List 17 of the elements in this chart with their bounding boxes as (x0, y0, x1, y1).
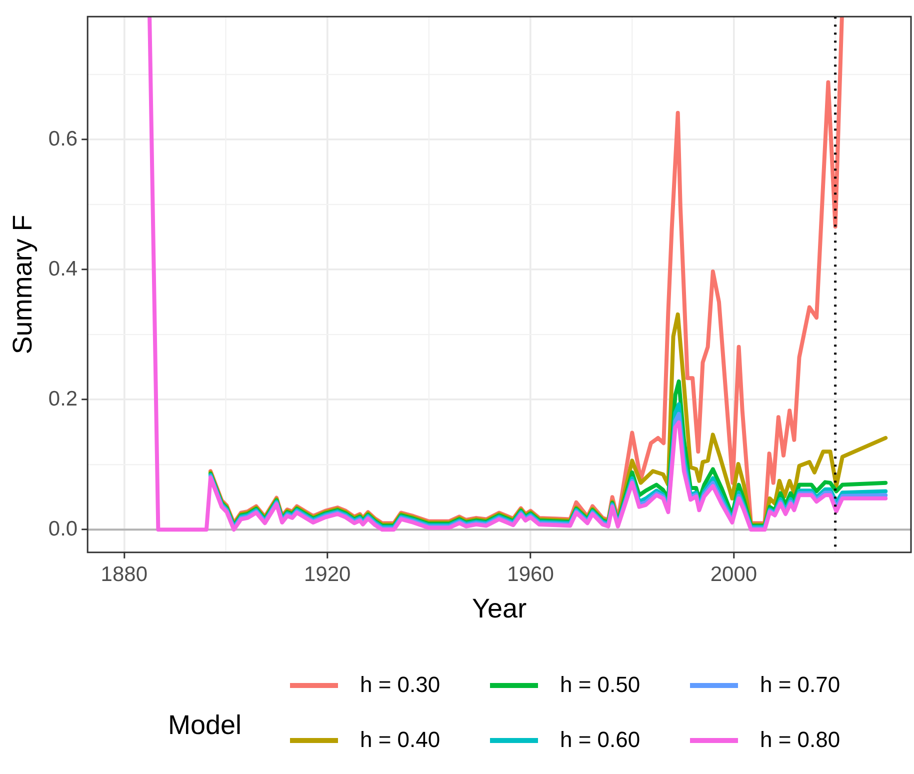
y-axis-title: Summary F (8, 214, 38, 354)
legend-label: h = 0.50 (560, 672, 640, 698)
legend-label: h = 0.40 (360, 727, 440, 753)
legend-label: h = 0.70 (760, 672, 840, 698)
x-tick-label: 1960 (507, 562, 554, 586)
legend-label: h = 0.80 (760, 727, 840, 753)
y-tick-label: 0.4 (48, 257, 78, 280)
y-tick-label: 0.6 (48, 127, 78, 150)
x-tick-label: 1880 (100, 562, 148, 586)
y-tick-label: 0.2 (48, 387, 78, 410)
legend-label: h = 0.60 (560, 727, 640, 753)
legend-title: Model (168, 710, 242, 741)
legend-label: h = 0.30 (360, 672, 440, 698)
x-axis-title: Year (472, 593, 527, 624)
y-tick-label: 0.0 (48, 517, 78, 540)
x-tick-label: 1920 (304, 562, 351, 586)
x-tick-label: 2000 (710, 562, 758, 586)
